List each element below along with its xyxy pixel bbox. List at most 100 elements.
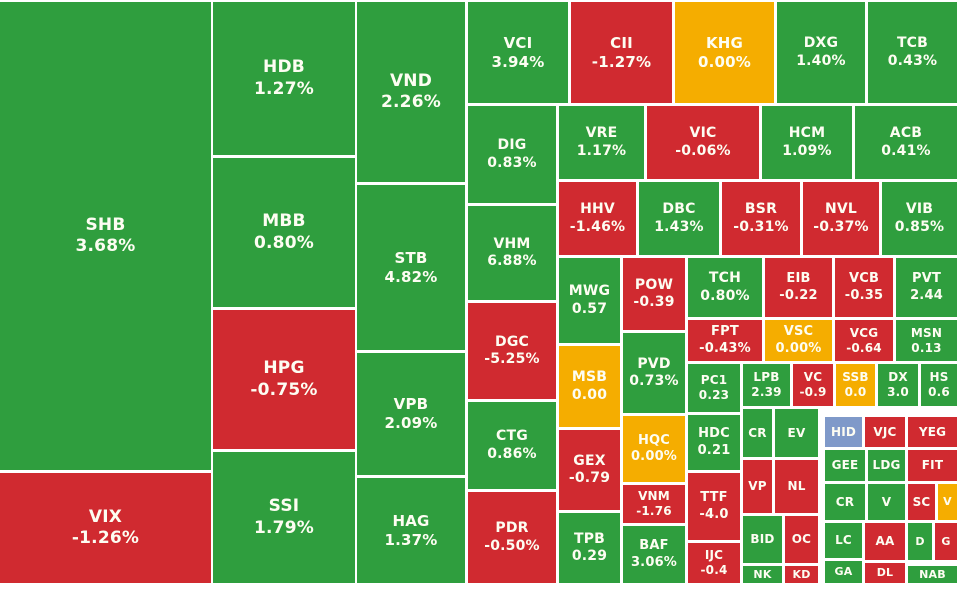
tile-change-value: -0.9 [799,385,827,399]
treemap-tile-cr-64[interactable]: CR [825,484,865,520]
treemap-tile-shb-0[interactable]: SHB 3.68% [0,2,211,470]
treemap-tile-ssi-5[interactable]: SSI 1.79% [213,452,355,583]
treemap-tile-dig-15[interactable]: DIG 0.83% [468,106,556,203]
treemap-tile-msb-33[interactable]: MSB 0.00 [559,346,620,427]
treemap-tile-hag-9[interactable]: HAG 1.37% [357,478,465,583]
treemap-tile-vp-59[interactable]: VP [743,460,772,513]
tile-ticker: NVL [824,201,858,217]
treemap-tile-tcb-14[interactable]: TCB 0.43% [868,2,957,103]
tile-ticker: SSB [842,370,869,384]
treemap-tile-pvd-36[interactable]: PVD 0.73% [623,333,685,413]
tile-change-value: 3.68% [75,236,136,256]
tile-ticker: V [881,494,892,509]
treemap-tile-ga-77[interactable]: GA [825,561,862,583]
treemap-tile-ctg-44[interactable]: CTG 0.86% [468,402,556,489]
treemap-tile-hqc-37[interactable]: HQC 0.00% [623,416,685,482]
treemap-tile-hpg-4[interactable]: HPG -0.75% [213,310,355,449]
tile-change-value: 6.88% [487,253,537,269]
treemap-tile-vre-16[interactable]: VRE 1.17% [559,106,644,179]
treemap-tile-lpb-47[interactable]: LPB 2.39 [743,364,790,406]
treemap-tile-v-67[interactable]: V [938,484,957,520]
treemap-tile-nab-79[interactable]: NAB [908,566,957,583]
treemap-tile-hid-55[interactable]: HID [825,417,862,447]
treemap-tile-lc-71[interactable]: LC [825,523,862,558]
treemap-tile-acb-19[interactable]: ACB 0.41% [855,106,957,179]
treemap-tile-mbb-3[interactable]: MBB 0.80% [213,158,355,307]
treemap-tile-ldg-62[interactable]: LDG [868,450,905,481]
treemap-tile-mwg-26[interactable]: MWG 0.57 [559,258,620,343]
tile-change-value: 0.86% [487,445,537,462]
treemap-tile-kd-76[interactable]: KD [785,566,818,583]
treemap-tile-oc-70[interactable]: OC [785,516,818,563]
treemap-tile-bsr-23[interactable]: BSR -0.31% [722,182,800,255]
treemap-tile-yeg-57[interactable]: YEG [908,417,957,447]
tile-ticker: DIG [497,137,527,153]
tile-change-value: 2.39 [751,385,782,399]
treemap-tile-vhm-20[interactable]: VHM 6.88% [468,206,556,300]
treemap-tile-msn-43[interactable]: MSN 0.13 [896,320,957,361]
treemap-tile-vsc-41[interactable]: VSC 0.00% [765,320,832,361]
treemap-tile-hdb-2[interactable]: HDB 1.27% [213,2,355,155]
treemap-tile-sc-66[interactable]: SC [908,484,935,520]
treemap-tile-vcg-42[interactable]: VCG -0.64 [835,320,893,361]
treemap-tile-vib-25[interactable]: VIB 0.85% [882,182,957,255]
treemap-tile-aa-72[interactable]: AA [865,523,905,560]
treemap-tile-g-74[interactable]: G [935,523,957,560]
treemap-tile-ttf-58[interactable]: TTF -4.0 [688,473,740,540]
treemap-tile-vnm-38[interactable]: VNM -1.76 [623,485,685,523]
treemap-tile-hs-51[interactable]: HS 0.6 [921,364,957,406]
treemap-tile-eib-29[interactable]: EIB -0.22 [765,258,832,317]
treemap-tile-baf-39[interactable]: BAF 3.06% [623,526,685,583]
treemap-tile-dx-50[interactable]: DX 3.0 [878,364,918,406]
treemap-tile-dgc-32[interactable]: DGC -5.25% [468,303,556,399]
treemap-tile-fit-63[interactable]: FIT [908,450,957,481]
treemap-tile-pc1-46[interactable]: PC1 0.23 [688,364,740,412]
treemap-tile-gee-61[interactable]: GEE [825,450,865,481]
treemap-tile-hcm-18[interactable]: HCM 1.09% [762,106,852,179]
treemap-tile-tpb-35[interactable]: TPB 0.29 [559,513,620,583]
treemap-tile-vci-10[interactable]: VCI 3.94% [468,2,568,103]
tile-change-value: -0.22 [779,287,818,303]
treemap-tile-nvl-24[interactable]: NVL -0.37% [803,182,879,255]
treemap-tile-stb-7[interactable]: STB 4.82% [357,185,465,350]
tile-ticker: DBC [662,201,696,217]
tile-ticker: HHV [580,201,615,217]
tile-ticker: TPB [573,530,606,547]
tile-ticker: VJC [873,424,897,439]
treemap-tile-hhv-21[interactable]: HHV -1.46% [559,182,636,255]
treemap-tile-nk-75[interactable]: NK [743,566,782,583]
treemap-tile-dl-78[interactable]: DL [865,563,905,583]
treemap-tile-pvt-31[interactable]: PVT 2.44 [896,258,957,317]
treemap-tile-vic-17[interactable]: VIC -0.06% [647,106,759,179]
treemap-tile-d-73[interactable]: D [908,523,932,560]
treemap-tile-khg-12[interactable]: KHG 0.00% [675,2,774,103]
treemap-tile-cr-53[interactable]: CR [743,409,772,457]
tile-ticker: PVT [911,271,942,287]
treemap-tile-vc-48[interactable]: VC -0.9 [793,364,833,406]
treemap-tile-vpb-8[interactable]: VPB 2.09% [357,353,465,475]
treemap-tile-fpt-40[interactable]: FPT -0.43% [688,320,762,361]
treemap-tile-cii-11[interactable]: CII -1.27% [571,2,672,103]
treemap-tile-gex-34[interactable]: GEX -0.79 [559,430,620,510]
tile-ticker: VRE [585,125,618,141]
tile-change-value: 1.40% [796,52,846,69]
treemap-tile-vjc-56[interactable]: VJC [865,417,905,447]
tile-ticker: DXG [803,35,839,51]
treemap-tile-vix-1[interactable]: VIX -1.26% [0,473,211,583]
treemap-tile-ev-54[interactable]: EV [775,409,818,457]
treemap-tile-ijc-68[interactable]: IJC -0.4 [688,543,740,583]
treemap-tile-v-65[interactable]: V [868,484,905,520]
treemap-tile-dxg-13[interactable]: DXG 1.40% [777,2,865,103]
tile-ticker: FIT [921,458,944,472]
treemap-tile-bid-69[interactable]: BID [743,516,782,563]
treemap-tile-vnd-6[interactable]: VND 2.26% [357,2,465,182]
treemap-tile-pdr-45[interactable]: PDR -0.50% [468,492,556,583]
treemap-tile-dbc-22[interactable]: DBC 1.43% [639,182,719,255]
treemap-tile-pow-27[interactable]: POW -0.39 [623,258,685,330]
tile-change-value: 0.00% [697,52,752,71]
treemap-tile-ssb-49[interactable]: SSB 0.0 [836,364,875,406]
treemap-tile-nl-60[interactable]: NL [775,460,818,513]
treemap-tile-vcb-30[interactable]: VCB -0.35 [835,258,893,317]
treemap-tile-hdc-52[interactable]: HDC 0.21 [688,415,740,470]
treemap-tile-tch-28[interactable]: TCH 0.80% [688,258,762,317]
